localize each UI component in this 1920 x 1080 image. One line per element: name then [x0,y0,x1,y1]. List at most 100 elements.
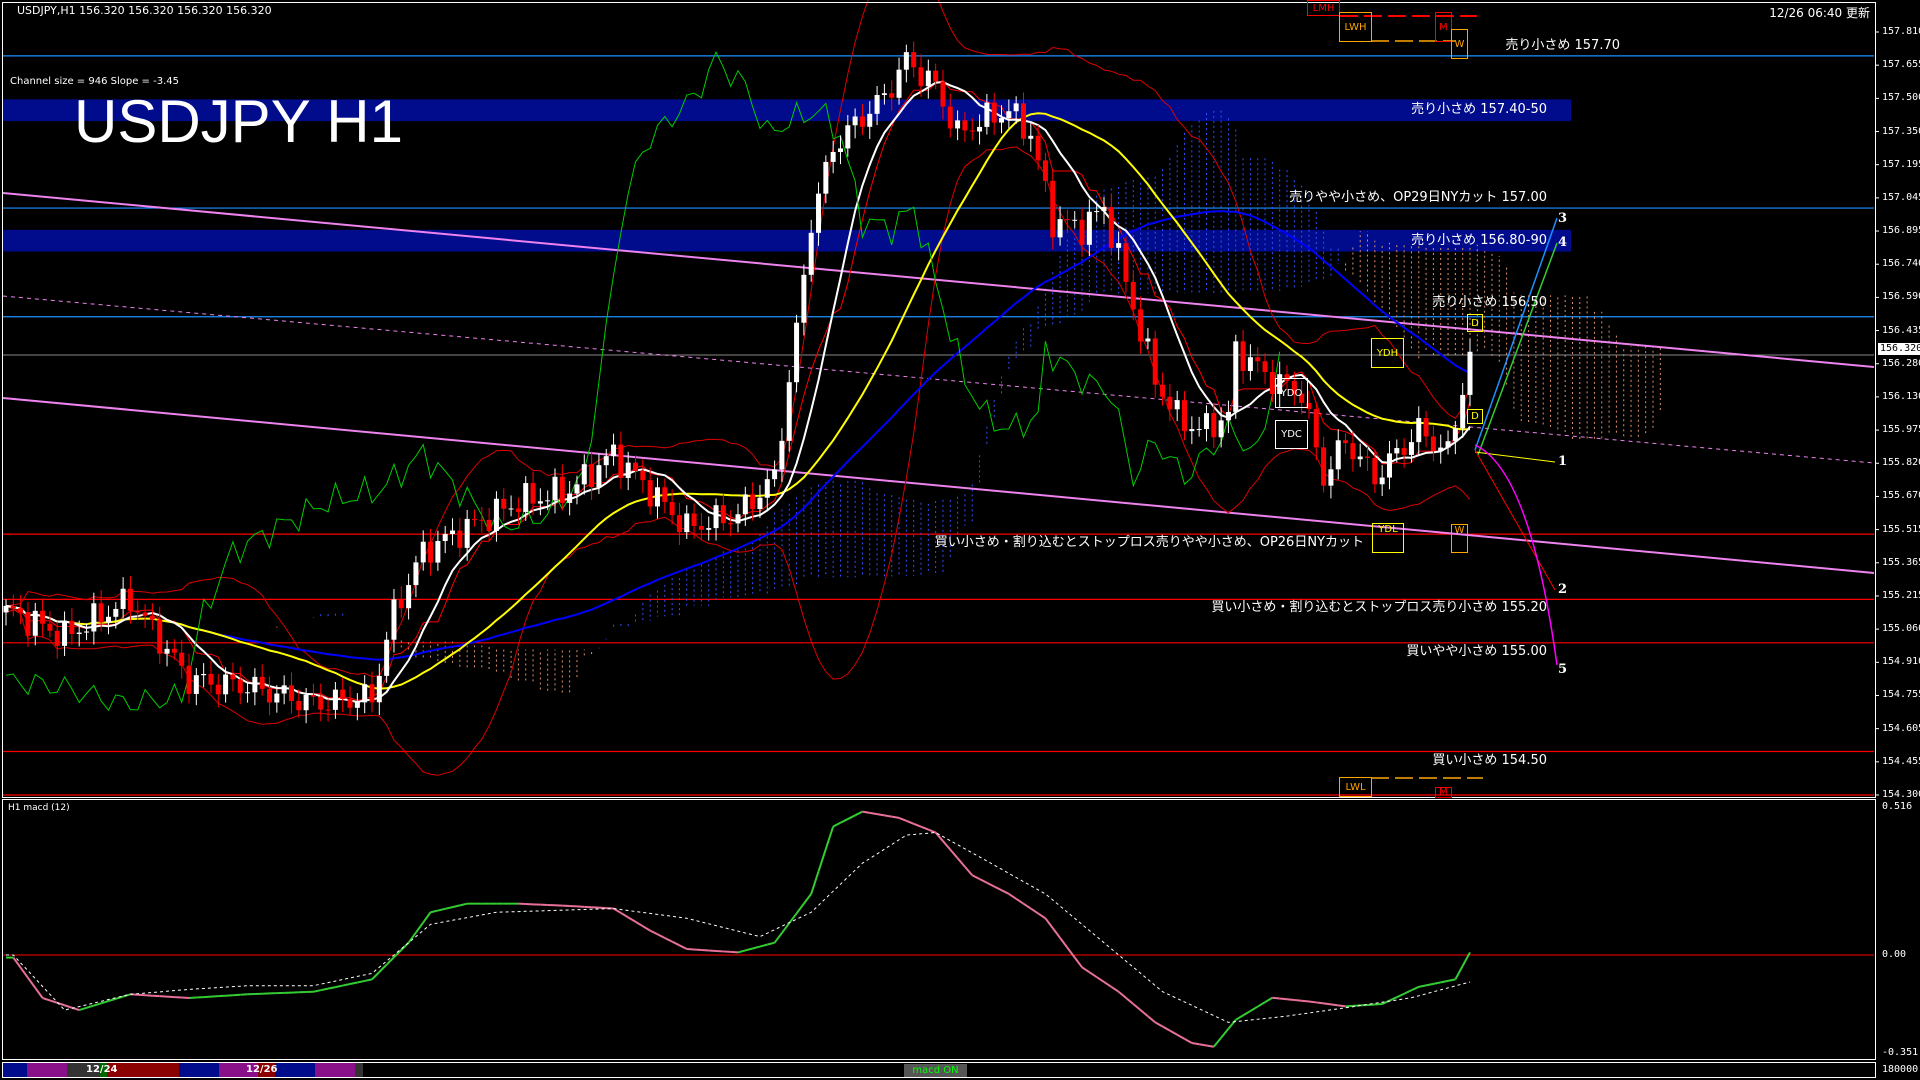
price-tick-label: 156.895 [1882,225,1920,237]
bollinger-upper [5,0,1471,678]
candle-body [113,608,119,617]
macd-main-segment [745,947,753,952]
price-tick-label: 155.670 [1882,490,1920,502]
candle-body [999,118,1005,123]
candle-body [1350,443,1356,460]
slow-ma-line [5,210,1471,661]
candle-body [881,93,887,95]
candle-body [859,116,865,127]
candle-body [1343,440,1349,444]
macd-main-segment [1096,976,1105,983]
candle-body [391,599,397,640]
candle-body [428,541,434,563]
candle-body [84,631,90,633]
macd-main-segment [1154,1021,1164,1028]
macd-main-segment [803,893,812,905]
candle-body [76,632,82,634]
candle-body [406,585,412,609]
session-segment [67,1063,100,1077]
candle-body [1072,219,1078,221]
macd-main-segment [1396,992,1405,999]
candle-body [62,620,68,646]
macd-main-segment [759,943,768,948]
candle-body [245,692,251,694]
lmh-box: LMH [1307,0,1340,16]
macd-main-segment [1037,912,1046,920]
candle-body [698,526,704,530]
candle-body [1057,219,1063,238]
candle-body [1013,103,1019,112]
price-tick-label: 154.910 [1882,656,1920,668]
macd-main-segment [1022,902,1032,910]
candle-body [889,93,895,98]
candle-body [486,519,492,531]
macd-main-segment [1191,1042,1200,1046]
candle-body [947,106,953,129]
candle-body [1203,413,1209,430]
candle-body [1408,442,1414,455]
candle-body [1086,211,1092,245]
macd-main-segment [627,916,637,923]
candle-body [1064,219,1070,221]
candle-body [1379,477,1385,485]
candle-body [808,232,814,275]
candle-body [933,70,939,82]
macd-main-segment [1294,998,1302,1002]
candle-body [1094,211,1100,213]
chart-title: USDJPY H1 [74,88,404,155]
candle-body [1262,361,1268,373]
candle-body [567,493,573,503]
price-tick-label: 154.755 [1882,689,1920,701]
macd-main-segment [1235,1014,1244,1021]
candle-body [267,688,273,703]
session-segment [179,1063,219,1077]
candle-body [384,639,390,676]
update-timestamp: 12/26 06:40 更新 [1769,6,1870,20]
candle-body [603,456,609,466]
macd-axis-max: 0.516 [1882,801,1913,812]
candle-body [1306,402,1312,410]
macd-main-segment [1132,1003,1142,1011]
candle-body [684,513,690,533]
macd-main-segment [1447,978,1456,982]
macd-main-segment [869,811,878,816]
date-label-1224: 12/24 [86,1064,118,1075]
macd-main-segment [12,956,22,969]
candle-body [332,689,338,710]
candle-body [471,518,477,520]
macd-main-segment [34,987,44,999]
main-pane-border [2,2,1876,798]
candle-body [1460,394,1466,429]
candle-body [1467,351,1473,395]
level-annotation: 買い小さめ・割り込むとストップロス売り小さめ 155.20 [1211,600,1547,616]
macd-toggle-button[interactable]: macd ON [904,1064,967,1077]
candle-body [977,126,983,132]
candles [3,41,1473,724]
candle-body [559,476,565,503]
candle-body [1247,357,1253,371]
macd-main-segment [1257,1001,1266,1008]
mid-ma-line [5,112,1471,690]
ichimoku-cloud [269,110,1661,693]
candle-body [735,514,741,524]
macd-main-segment [459,902,468,907]
macd-main-segment [767,941,775,946]
candle-body [98,603,104,623]
candle-body [10,605,16,609]
candle-body [728,523,734,525]
candle-body [303,694,309,711]
macd-main-segment [349,981,358,985]
candle-body [1423,418,1429,437]
candle-body [259,676,265,689]
candle-body [1291,381,1297,394]
candle-body [450,530,456,534]
macd-main-segment [942,840,952,851]
macd-main-segment [1125,997,1134,1005]
candle-body [457,530,463,548]
candle-body [1028,135,1034,139]
macd-main-segment [1147,1015,1156,1024]
candle-body [779,440,785,470]
macd-main-segment [920,825,929,831]
candle-body [215,684,221,695]
